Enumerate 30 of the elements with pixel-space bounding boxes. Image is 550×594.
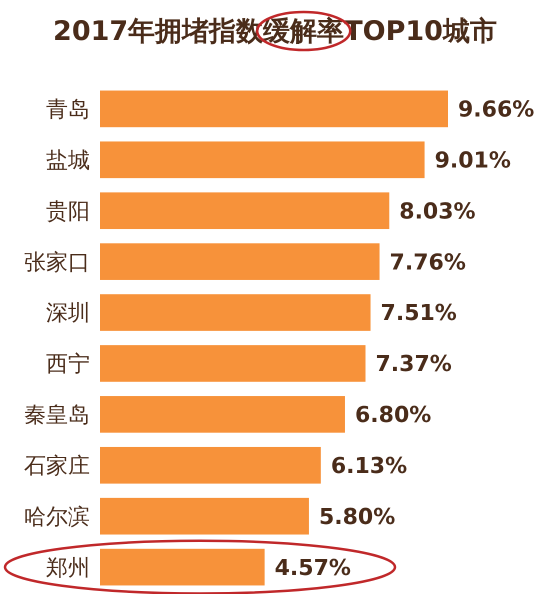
data-label: 7.37%	[376, 352, 452, 378]
bar	[100, 345, 366, 382]
y-tick-label: 青岛	[46, 98, 90, 123]
y-tick-label: 盐城	[46, 148, 90, 174]
bar	[100, 294, 371, 331]
data-label: 7.76%	[390, 250, 466, 276]
data-label: 6.13%	[330, 454, 408, 479]
y-tick-label: 贵阳	[46, 199, 90, 224]
y-tick-label: 西宁	[46, 352, 90, 378]
bar	[100, 396, 345, 433]
data-label: 5.80%	[318, 504, 396, 530]
bar	[100, 498, 309, 535]
y-tick-label: 郑州	[46, 556, 90, 581]
data-label: 8.03%	[399, 199, 476, 224]
y-tick-label: 石家庄	[24, 454, 90, 479]
y-tick-label: 哈尔滨	[24, 504, 90, 530]
y-tick-label: 深圳	[46, 301, 90, 326]
data-label: 9.66%	[458, 98, 534, 123]
bar	[100, 90, 448, 128]
bar	[100, 548, 265, 586]
y-tick-label: 秦皇岛	[24, 403, 90, 428]
y-tick-label: 张家口	[24, 250, 90, 276]
bar	[100, 243, 380, 280]
data-label: 9.01%	[434, 148, 511, 174]
data-label: 4.57%	[274, 556, 351, 581]
bar	[100, 446, 321, 484]
bar	[100, 141, 425, 178]
data-label: 7.51%	[380, 301, 457, 326]
bar	[100, 192, 390, 230]
data-label: 6.80%	[354, 403, 432, 428]
